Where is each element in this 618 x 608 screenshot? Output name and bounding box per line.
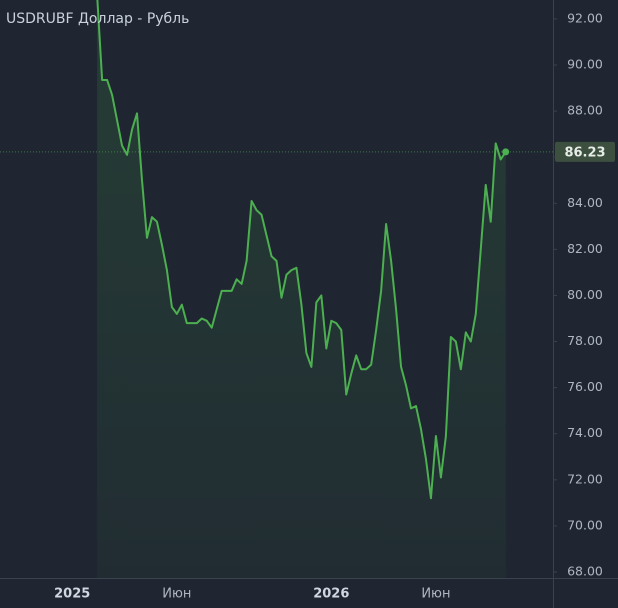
y-tick-label: 78.00	[567, 333, 603, 348]
x-tick-label: 2026	[313, 587, 349, 602]
price-tag	[555, 141, 615, 162]
line	[96, 0, 507, 500]
area	[97, 0, 506, 578]
y-tick-label: 70.00	[567, 517, 603, 532]
y-tick-label: 68.00	[567, 564, 603, 579]
x-tick-label: Июн	[421, 587, 450, 602]
y-tick-label: 82.00	[567, 241, 603, 256]
y-tick-label: 80.00	[567, 287, 603, 302]
y-tick-label: 72.00	[567, 471, 603, 486]
x-tick-label: 2025	[54, 587, 90, 602]
y-tick-label: 92.00	[567, 10, 603, 25]
y-tick-label: 74.00	[567, 425, 603, 440]
y-tick-label: 88.00	[567, 103, 603, 118]
plot-area	[0, 0, 553, 578]
y-tick-label: 76.00	[567, 379, 603, 394]
y-tick-label: 90.00	[567, 56, 603, 71]
price-tag-label: 86.23	[564, 145, 605, 160]
last-point	[502, 148, 510, 156]
chart-title: USDRUBF Доллар - Рубль	[6, 11, 189, 27]
y-tick-label: 84.00	[567, 195, 603, 210]
overlay: 68.00 70.00 72.00 74.00 76.00 78.00 80.00 82.00…	[54, 10, 615, 602]
x-tick-label: Июн	[162, 587, 191, 602]
